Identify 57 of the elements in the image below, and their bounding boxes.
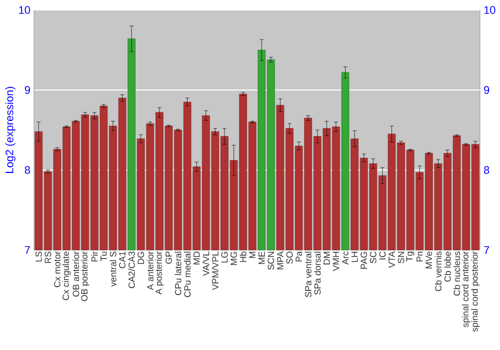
x-tick-label: spinal cord anterior	[462, 251, 470, 328]
x-tick-label: MVe	[426, 252, 432, 268]
x-tick-label: CA1	[119, 252, 126, 268]
x-tick-label: Tg	[406, 252, 414, 262]
x-tick-label: spinal cord posterior	[471, 251, 480, 332]
y2-tick-label: 9	[484, 86, 490, 94]
x-tick-label: SO	[286, 252, 293, 264]
x-tick-label: Cb nucleus	[453, 252, 460, 296]
y-tick-label: 8	[24, 166, 30, 174]
x-tick-label: LS	[35, 252, 42, 262]
x-tick-label: Arc	[342, 251, 348, 265]
x-tick-label: Pir	[91, 251, 98, 262]
x-tick-label: Hb	[240, 252, 246, 262]
x-tick-label: OB anterior	[72, 251, 80, 297]
x-tick-label: DG	[138, 252, 144, 264]
x-tick-label: SPa dorsal	[314, 252, 321, 295]
x-tick-label: ventral S	[110, 252, 116, 287]
x-tick-label: CPu lateral	[174, 252, 182, 296]
x-tick-label: MD	[194, 252, 200, 264]
x-tick-label: VA/VL	[202, 251, 210, 276]
y-tick-label: 10	[19, 6, 30, 14]
x-tick-label: VMH	[332, 252, 340, 272]
x-tick-label: CA2/CA3	[128, 252, 135, 288]
x-tick-label: OB posterior	[80, 251, 90, 302]
y2-tick-label: 7	[484, 246, 490, 254]
x-tick-label: Cx motor	[54, 251, 60, 288]
y2-tick-label: 8	[484, 166, 490, 174]
x-tick-label: Tu	[100, 252, 107, 262]
x-tick-label: SN	[398, 252, 404, 264]
x-tick-label: A posterior	[155, 251, 164, 295]
x-tick-label: IC	[379, 252, 386, 260]
x-tick-label: GP	[166, 252, 172, 264]
x-tick-label: VTA	[388, 251, 395, 268]
x-tick-label: LH	[351, 252, 358, 262]
x-tick-label: RS	[44, 252, 52, 263]
x-tick-label: CPu medial	[184, 252, 191, 298]
x-tick-label: SPa ventral	[304, 252, 312, 298]
y2-tick-label: 10	[484, 6, 496, 14]
x-tick-label: MG	[230, 252, 237, 265]
y-tick-label: 9	[24, 86, 30, 94]
x-tick-label: MPA	[277, 251, 284, 270]
x-tick-label: A anterior	[146, 251, 154, 290]
x-tick-label: SC	[370, 252, 376, 264]
x-tick-label: VPM/VPL	[212, 251, 218, 290]
x-tick-label: LG	[221, 252, 228, 262]
x-tick-label: M	[249, 252, 256, 258]
x-tick-label: Cx cingulate	[62, 252, 71, 300]
x-tick-label: SCN	[268, 252, 274, 270]
x-tick-label: Pn	[416, 252, 423, 262]
x-tick-label: ME	[258, 252, 265, 264]
x-tick-label: PAG	[360, 252, 368, 269]
x-tick-label: Cb vermis	[434, 252, 442, 292]
x-tick-label: DM	[324, 252, 330, 264]
x-tick-label: Pa	[296, 251, 302, 262]
y-tick-label: 7	[24, 246, 30, 254]
x-tick-label: Cb lobe	[444, 252, 451, 282]
y-axis-title: Log2 (expression)	[5, 86, 16, 173]
